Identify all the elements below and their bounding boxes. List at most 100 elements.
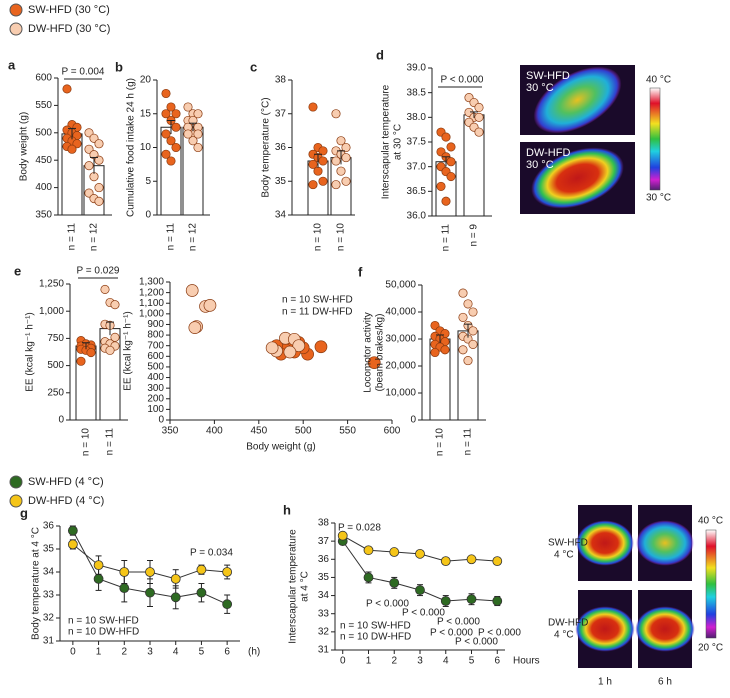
y-tick-label: 40,000: [385, 307, 416, 318]
y-tick-label: 600: [35, 73, 52, 84]
panel-letter: a: [8, 57, 16, 72]
data-point: [446, 142, 456, 152]
data-point: [84, 161, 94, 171]
y-tick-label: 34: [43, 567, 55, 578]
panel-letter: b: [115, 59, 123, 74]
annotation: P < 0.000: [478, 628, 521, 639]
y-tick-label: 31: [43, 636, 55, 647]
data-point: [313, 166, 323, 176]
annotation: n = 10 SW-HFD: [68, 616, 139, 627]
data-point: [67, 525, 78, 536]
data-point: [308, 102, 318, 112]
image-label: 4 °C: [554, 630, 574, 641]
y-tick-label: 39.0: [407, 63, 427, 74]
scale-label: 40 °C: [698, 516, 723, 527]
group-n-label: n = 10: [313, 223, 324, 252]
y-tick-label: 450: [35, 155, 52, 166]
thermal-body: [575, 606, 635, 652]
y-tick-label: 900: [147, 319, 164, 330]
data-point: [193, 109, 203, 119]
y-tick-label: 1,100: [139, 298, 164, 309]
data-point: [193, 129, 203, 139]
x-tick-label: 0: [70, 647, 76, 658]
legend-swatch: [9, 475, 23, 489]
data-point: [331, 180, 341, 190]
y-tick-label: 34: [275, 210, 287, 221]
y-axis-label: Interscapular temperature: [288, 529, 299, 644]
data-point: [166, 156, 176, 166]
data-point: [308, 159, 318, 169]
data-point: [331, 109, 341, 119]
data-point: [185, 284, 199, 297]
y-tick-label: 0: [58, 415, 64, 426]
data-point: [105, 345, 115, 355]
data-point: [314, 340, 328, 354]
data-point: [367, 356, 381, 370]
data-point: [94, 183, 104, 193]
data-point: [440, 345, 450, 355]
data-point: [93, 560, 104, 570]
y-tick-label: 1,000: [139, 308, 164, 319]
x-tick-label: 4: [443, 656, 449, 667]
x-tick-label: 350: [162, 426, 179, 437]
y-tick-label: 38.5: [407, 87, 427, 98]
data-point: [76, 356, 86, 366]
y-tick-label: 20,000: [385, 361, 416, 372]
y-tick-label: 250: [47, 387, 64, 398]
scale-label: 30 °C: [646, 193, 671, 204]
x-axis-label: Body weight (g): [246, 442, 315, 453]
y-tick-label: 15: [140, 108, 152, 119]
x-tick-label: 0: [340, 656, 346, 667]
data-point: [193, 142, 203, 153]
data-point: [458, 312, 468, 322]
data-point: [188, 136, 198, 146]
data-point: [161, 129, 171, 139]
data-point: [336, 166, 346, 176]
scale-label: 40 °C: [646, 75, 671, 86]
y-tick-label: 750: [47, 333, 64, 344]
data-point: [318, 146, 328, 156]
data-point: [341, 142, 351, 153]
x-tick-label: 2: [122, 647, 128, 658]
y-tick-label: 32: [43, 613, 55, 624]
x-tick-label: 400: [206, 426, 223, 437]
group-n-label: n = 10: [336, 223, 347, 252]
y-axis-label: EE (kcal kg⁻¹ h⁻¹): [25, 312, 36, 391]
data-point: [94, 155, 104, 165]
image-label: 4 °C: [554, 550, 574, 561]
legend-label: DW-HFD (4 °C): [28, 495, 104, 507]
x-tick-label: 600: [384, 426, 401, 437]
data-point: [166, 136, 176, 146]
panel-letter: h: [283, 502, 291, 517]
y-tick-label: 37: [318, 536, 330, 547]
x-axis-label: (h): [248, 647, 260, 658]
annotation: P = 0.004: [62, 67, 105, 78]
annotation: P < 0.000: [455, 637, 498, 648]
y-tick-label: 700: [147, 340, 164, 351]
legend-label: SW-HFD (4 °C): [28, 476, 104, 488]
image-label: DW-HFD: [526, 147, 570, 159]
x-tick-label: 5: [199, 647, 205, 658]
data-point: [188, 321, 202, 334]
data-point: [341, 176, 351, 186]
y-axis-label: at 30 °C: [393, 124, 404, 160]
x-tick-label: 4: [173, 647, 179, 658]
data-point: [171, 122, 181, 132]
y-axis-label: (beam brakes/kg): [375, 314, 386, 392]
data-point: [336, 136, 346, 146]
data-point: [415, 548, 425, 559]
y-tick-label: 38: [318, 518, 330, 529]
data-point: [161, 88, 171, 99]
y-tick-label: 500: [35, 127, 52, 138]
y-tick-label: 36.0: [407, 211, 427, 222]
data-point: [446, 171, 456, 182]
y-tick-label: 35: [43, 544, 55, 555]
data-point: [308, 180, 318, 190]
data-point: [145, 587, 155, 598]
annotation: n = 10 SW-HFD: [340, 621, 411, 632]
y-axis-label: Locomotor activity: [363, 312, 374, 393]
image-label: 30 °C: [526, 82, 554, 94]
x-tick-label: 6: [494, 656, 500, 667]
y-tick-label: 1,300: [139, 277, 164, 288]
y-tick-label: 0: [145, 210, 151, 221]
